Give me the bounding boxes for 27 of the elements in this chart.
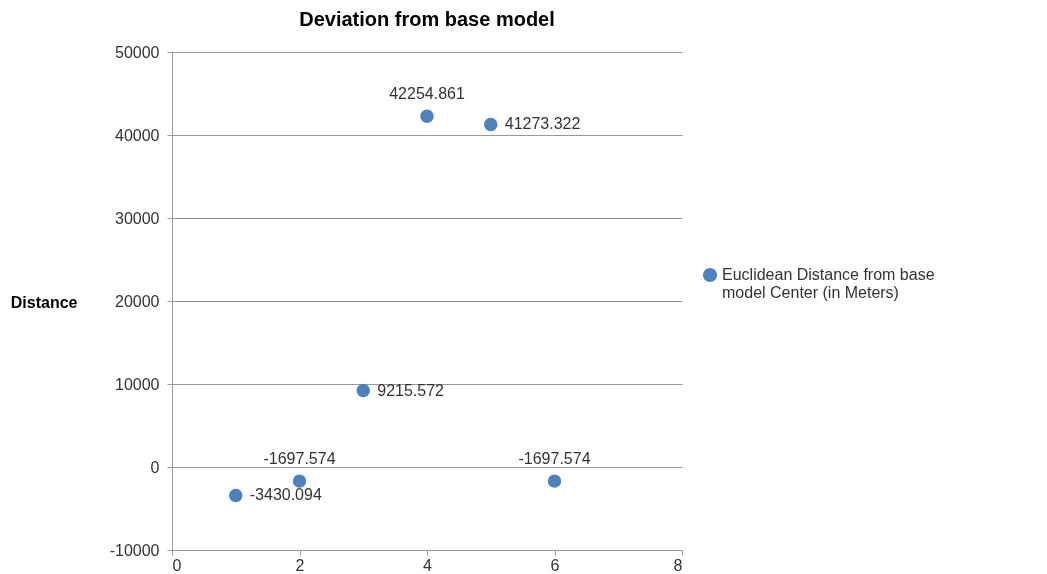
point <box>229 488 243 503</box>
point <box>420 109 434 123</box>
y-axis-title: Distance <box>10 293 78 311</box>
x-tick-label: 4 <box>423 556 433 574</box>
x-tick-label: 8 <box>673 556 683 574</box>
y-tick-label: -10000 <box>109 541 160 559</box>
legend-label: Euclidean Distance from base model Center (in Meters) <box>722 266 935 301</box>
data-label: 9215.572 <box>377 381 445 399</box>
point <box>484 117 498 132</box>
y-tick-label: 40000 <box>115 126 160 144</box>
point <box>547 474 562 488</box>
point <box>356 383 370 398</box>
y-tick-label: 0 <box>150 458 160 476</box>
data-label: 42254.861 <box>389 85 465 103</box>
data-label: -1697.574 <box>518 450 591 468</box>
y-tick-label: 20000 <box>115 292 160 310</box>
y-tick-label: 30000 <box>115 209 160 227</box>
point <box>292 474 307 488</box>
data-label: 41273.322 <box>504 115 581 133</box>
y-tick-label: 10000 <box>115 375 160 393</box>
data-label: -1697.574 <box>263 450 336 468</box>
x-tick-label: 2 <box>295 556 305 574</box>
x-tick-label: 0 <box>172 556 182 574</box>
chart-title: Deviation from base model <box>299 8 555 30</box>
x-tick-label: 6 <box>550 556 560 574</box>
data-label: -3430.094 <box>249 486 322 504</box>
y-tick-label: 50000 <box>115 43 160 61</box>
